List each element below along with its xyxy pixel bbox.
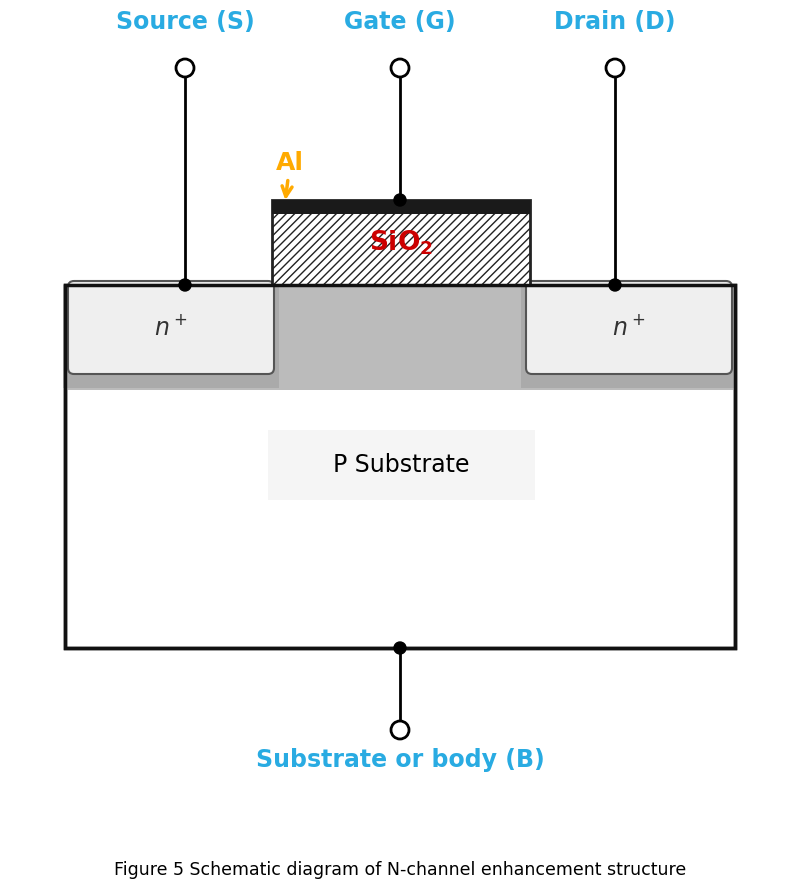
Bar: [268, 430, 535, 500]
Text: Drain (D): Drain (D): [554, 10, 676, 34]
Text: Substrate or body (B): Substrate or body (B): [256, 748, 544, 772]
Circle shape: [391, 59, 409, 77]
Circle shape: [606, 59, 624, 77]
Bar: [272, 200, 530, 285]
FancyBboxPatch shape: [526, 281, 732, 374]
Text: $n^+$: $n^+$: [154, 315, 188, 340]
Bar: [521, 285, 737, 388]
Text: $n^+$: $n^+$: [612, 315, 646, 340]
Text: Source (S): Source (S): [116, 10, 254, 34]
Text: Al: Al: [276, 151, 304, 197]
Circle shape: [609, 279, 621, 291]
Circle shape: [394, 642, 406, 654]
Bar: [65, 285, 735, 648]
Circle shape: [179, 279, 191, 291]
Bar: [63, 285, 279, 388]
FancyBboxPatch shape: [68, 281, 274, 374]
Bar: [65, 285, 735, 648]
Circle shape: [394, 194, 406, 206]
Text: P Substrate: P Substrate: [334, 453, 470, 477]
Bar: [272, 200, 530, 214]
Text: Figure 5 Schematic diagram of N-channel enhancement structure: Figure 5 Schematic diagram of N-channel …: [114, 861, 686, 879]
Bar: [65, 285, 735, 390]
Circle shape: [176, 59, 194, 77]
Text: $\mathbf{SiO_2}$: $\mathbf{SiO_2}$: [369, 228, 433, 256]
Circle shape: [391, 721, 409, 739]
Text: Gate (G): Gate (G): [344, 10, 456, 34]
